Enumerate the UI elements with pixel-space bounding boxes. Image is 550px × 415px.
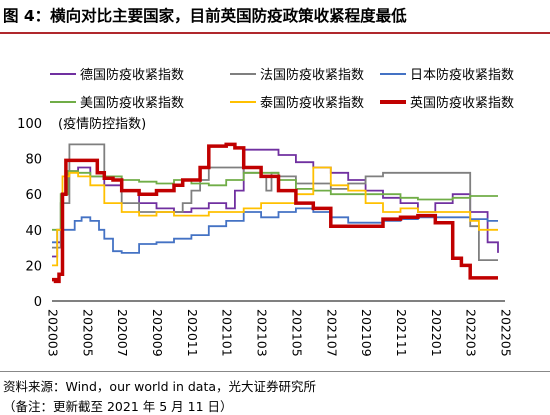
x-tick-label: 202201 [429,309,444,357]
x-tick-label: 202203 [464,309,479,357]
footer-divider [0,371,550,372]
chart-axes: (疫情防控指数) 0 20 40 60 80 100 202003 202005 202007 20… [17,116,513,357]
legend-label: 日本防疫收紧指数 [410,68,515,83]
title-divider [0,32,550,34]
legend-item: 英国防疫收紧指数 [380,92,520,111]
y-tick-label: 0 [34,295,42,310]
legend-label: 英国防疫收紧指数 [410,96,515,111]
series-line-6 [52,142,498,284]
y-axis-label: (疫情防控指数) [58,116,146,132]
x-tick-label: 202003 [46,309,61,357]
legend-swatch [380,99,406,104]
x-tick-label: 202101 [220,309,235,357]
chart-legend: 德国防疫收紧指数 法国防疫收紧指数 日本防疫收紧指数美国防疫收紧指数 泰国防疫收紧指数… [50,64,520,111]
chart-series [52,142,499,284]
x-tick-label: 202111 [394,309,409,357]
series-line-5 [52,166,498,267]
legend-label: 法国防疫收紧指数 [260,68,365,83]
legend-label: 泰国防疫收紧指数 [260,96,365,111]
x-tick-label: 202011 [185,309,200,357]
legend-swatch [380,72,406,75]
legend-item: 法国防疫收紧指数 [230,64,380,83]
legend-swatch [50,100,76,103]
x-tick-label: 202009 [150,309,165,357]
y-tick-label: 100 [17,117,42,132]
y-tick-label: 40 [25,224,42,239]
y-tick-label: 60 [25,188,42,203]
legend-item: 日本防疫收紧指数 [380,64,520,83]
line-chart: (疫情防控指数) 0 20 40 60 80 100 202003 202005 202007 20… [17,116,513,357]
legend-item: 泰国防疫收紧指数 [230,92,380,111]
x-tick-label: 202105 [289,309,304,357]
y-tick-label: 20 [25,259,42,274]
legend-swatch [230,100,256,103]
x-tick-label: 202109 [359,309,374,357]
x-tick-label: 202007 [115,309,130,357]
x-tick-label: 202103 [255,309,270,357]
legend-label: 美国防疫收紧指数 [80,96,185,111]
legend-label: 德国防疫收紧指数 [80,68,185,83]
legend-swatch [50,72,76,75]
legend-item: 美国防疫收紧指数 [50,92,230,111]
x-tick-label: 202005 [80,309,95,357]
source-note: 资料来源：Wind，our world in data，光大证券研究所 [3,379,317,394]
y-tick-label: 80 [25,153,42,168]
x-tick-label: 202107 [324,309,339,357]
update-note: （备注：更新截至 2021 年 5 月 11 日） [3,399,233,414]
figure-title: 图 4：横向对比主要国家，目前英国防疫政策收紧程度最低 [3,7,407,25]
legend-item: 德国防疫收紧指数 [50,64,230,83]
x-tick-label: 202205 [499,309,514,357]
legend-swatch [230,72,256,75]
